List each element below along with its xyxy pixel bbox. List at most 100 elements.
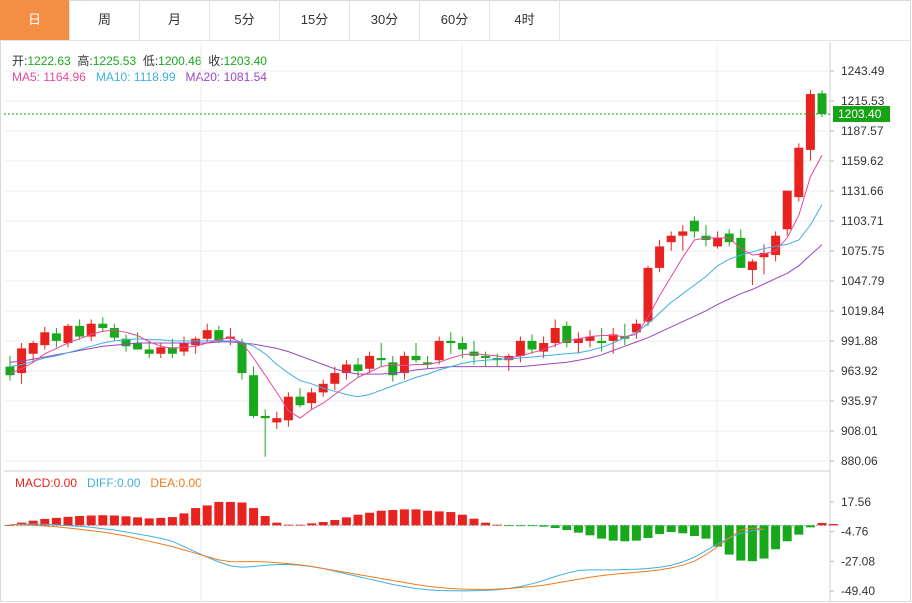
macd-bar-63	[736, 525, 746, 561]
candle-body-31	[365, 355, 375, 369]
ohlc-info: 开:1222.63 高:1225.53 低:1200.46 收:1203.40	[12, 52, 267, 69]
candle-body-48	[562, 325, 572, 344]
macd-bar-21	[249, 508, 259, 526]
candle-body-5	[63, 325, 73, 344]
candle-body-36	[423, 362, 433, 365]
ma10-label: MA10:	[95, 70, 131, 84]
tab-day[interactable]: 日	[0, 0, 70, 40]
candle-body-24	[283, 396, 293, 421]
macd-bar-49	[573, 525, 583, 533]
candle-body-58	[678, 231, 688, 236]
ma20-value: 1081.54	[223, 70, 267, 84]
macd-info: MACD:0.00 DIFF: 0.00 DEA:0.00	[15, 476, 202, 490]
macd-bar-16	[191, 508, 201, 526]
candle-body-64	[747, 261, 757, 271]
macd-bar-23	[272, 522, 282, 526]
y-tick-label-2: 1187.57	[841, 124, 884, 138]
macd-bar-20	[237, 502, 247, 526]
ma10-line	[9, 204, 823, 398]
close-label: 收:	[208, 54, 224, 68]
macd-bar-18	[214, 501, 224, 526]
macd-bar-10	[121, 516, 131, 526]
y-tick-label-6: 1075.75	[841, 244, 885, 258]
candle-body-67	[782, 190, 792, 230]
y-tick-label-9: 991.88	[841, 334, 878, 348]
macd-bar-26	[307, 523, 317, 526]
candle-body-16	[191, 338, 201, 346]
macd-bar-6	[75, 516, 85, 526]
candle-body-52	[608, 334, 618, 341]
macd-bar-13	[156, 517, 166, 526]
high-value: 1225.53	[92, 54, 137, 68]
candle-body-45	[527, 340, 537, 350]
candle-body-14	[167, 347, 177, 354]
macd-bar-56	[655, 525, 665, 534]
candle-body-13	[156, 347, 166, 354]
candle-body-49	[573, 338, 583, 344]
ma-info: MA5: 1164.96 MA10: 1118.99 MA20: 1081.54	[12, 70, 267, 84]
tab-week[interactable]: 周	[70, 0, 140, 40]
dea-value: 0.00	[178, 476, 202, 490]
ma5-label: MA5:	[12, 70, 41, 84]
tab-5min[interactable]: 5分	[210, 0, 280, 40]
candle-body-46	[539, 343, 549, 352]
ma20-line	[9, 244, 823, 375]
candle-body-7	[86, 323, 96, 337]
macd-bar-36	[423, 510, 433, 526]
tab-15min[interactable]: 15分	[280, 0, 350, 40]
macd-bar-61	[713, 525, 723, 547]
candle-body-3	[40, 332, 50, 346]
diff-label: DIFF:	[87, 476, 118, 490]
tab-60min[interactable]: 60分	[420, 0, 490, 40]
open-label: 开:	[12, 54, 28, 68]
candle-body-69	[805, 94, 815, 150]
ma5-value: 1164.96	[43, 70, 86, 84]
macd-bar-67	[782, 525, 792, 542]
candle-body-33	[388, 362, 398, 376]
low-label: 低:	[142, 54, 159, 68]
macd-bar-66	[771, 525, 781, 550]
macd-tick-label-2: -27.08	[841, 554, 875, 568]
current-price-label: 1203.40	[838, 107, 882, 121]
tab-30min[interactable]: 30分	[350, 0, 420, 40]
high-label: 高:	[77, 54, 93, 68]
ma20-text: MA20: 1081.54	[186, 70, 267, 84]
y-tick-label-5: 1103.71	[841, 214, 884, 228]
tab-4hour[interactable]: 4时	[490, 0, 560, 40]
macd-bar-7	[86, 515, 96, 526]
macd-bar-48	[562, 525, 572, 530]
macd-bar-2	[28, 520, 38, 526]
macd-bar-34	[399, 509, 409, 526]
macd-bar-60	[701, 525, 711, 539]
y-tick-label-4: 1131.66	[841, 184, 884, 198]
macd-label: MACD:	[15, 476, 54, 490]
dea-text: DEA:0.00	[150, 476, 201, 490]
macd-bar-51	[597, 525, 607, 539]
candle-body-54	[631, 323, 641, 333]
macd-tick-label-1: -4.76	[841, 525, 869, 539]
ma5-text: MA5: 1164.96	[12, 70, 86, 84]
candle-body-63	[736, 237, 746, 268]
macd-text: MACD:0.00	[15, 476, 77, 490]
candle-body-66	[771, 235, 781, 256]
macd-bar-32	[376, 510, 386, 526]
macd-diff-line	[9, 523, 765, 592]
candle-body-30	[353, 364, 363, 371]
candle-body-56	[655, 246, 665, 268]
macd-bar-47	[550, 525, 560, 528]
y-tick-label-12: 908.01	[841, 424, 878, 438]
macd-bar-3	[40, 518, 50, 526]
macd-tick-label-0: 17.56	[841, 495, 871, 509]
macd-bar-59	[689, 525, 699, 536]
macd-bar-27	[318, 522, 328, 526]
macd-bar-52	[608, 525, 618, 541]
macd-bar-30	[353, 514, 363, 526]
macd-bar-22	[260, 516, 270, 526]
y-tick-label-13: 880.06	[841, 454, 878, 468]
candle-body-12	[144, 349, 154, 354]
candle-body-28	[330, 373, 340, 384]
macd-bar-57	[666, 525, 676, 532]
tab-month[interactable]: 月	[140, 0, 210, 40]
